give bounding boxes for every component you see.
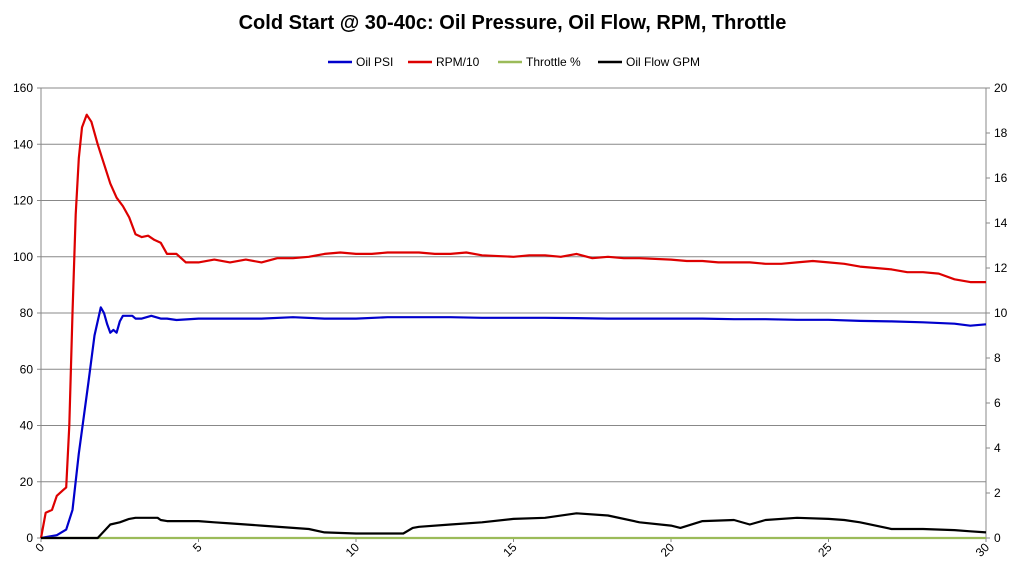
x-tick-label: 0 [32,540,47,555]
series-line-rpm-10 [39,113,986,539]
y-tick-label-left: 100 [13,250,33,264]
y-tick-label-right: 16 [994,171,1008,185]
legend-label: Throttle % [526,55,581,69]
y-tick-label-right: 6 [994,396,1001,410]
x-tick-label: 30 [973,540,993,560]
y-tick-label-left: 160 [13,81,33,95]
y-tick-label-right: 12 [994,261,1008,275]
legend-label: Oil Flow GPM [626,55,700,69]
series-line-oil-psi [40,306,987,540]
series-line-oil-flow-gpm [41,512,987,540]
legend-label: RPM/10 [436,55,480,69]
x-tick-label: 15 [500,540,520,560]
x-tick-label: 5 [190,540,205,555]
y-tick-label-right: 2 [994,486,1001,500]
y-tick-label-left: 140 [13,137,33,151]
y-tick-label-left: 120 [13,194,33,208]
y-tick-label-right: 20 [994,81,1008,95]
y-tick-label-left: 0 [26,531,33,545]
y-tick-label-right: 10 [994,306,1008,320]
y-tick-label-left: 80 [20,306,34,320]
x-tick-label: 25 [815,540,835,560]
y-tick-label-left: 60 [20,362,34,376]
y-tick-label-left: 20 [20,475,34,489]
y-tick-label-right: 4 [994,441,1001,455]
y-tick-label-right: 8 [994,351,1001,365]
y-tick-label-right: 0 [994,531,1001,545]
legend-label: Oil PSI [356,55,393,69]
x-tick-label: 10 [343,540,363,560]
y-tick-label-right: 14 [994,216,1008,230]
x-tick-label: 20 [658,540,678,560]
y-tick-label-left: 40 [20,419,34,433]
y-tick-label-right: 18 [994,126,1008,140]
chart-title: Cold Start @ 30-40c: Oil Pressure, Oil F… [238,12,787,34]
